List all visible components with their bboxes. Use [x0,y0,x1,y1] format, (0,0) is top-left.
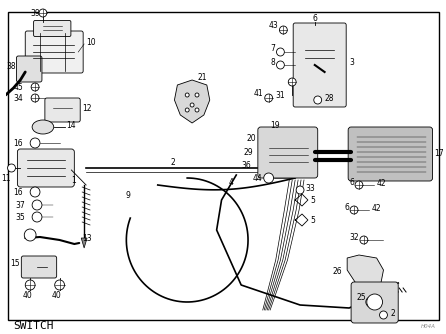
Circle shape [185,93,189,97]
Text: 5: 5 [310,195,315,204]
Text: 31: 31 [276,91,285,100]
Circle shape [355,181,363,189]
Circle shape [195,93,199,97]
Text: 41: 41 [253,89,263,98]
FancyBboxPatch shape [258,127,318,178]
FancyBboxPatch shape [17,149,74,187]
Text: 45: 45 [13,82,23,92]
Text: H04A: H04A [421,324,435,329]
Text: 9: 9 [126,190,131,199]
Text: 11: 11 [1,173,11,182]
FancyBboxPatch shape [17,56,42,82]
Text: 39: 39 [30,8,40,17]
Text: 35: 35 [16,212,25,221]
Text: 40: 40 [52,291,62,300]
Circle shape [31,94,39,102]
Text: 29: 29 [244,148,253,157]
Text: 42: 42 [376,178,386,187]
Circle shape [264,173,273,183]
Circle shape [55,280,65,290]
Circle shape [366,297,376,307]
Text: 43: 43 [269,20,278,29]
Circle shape [8,164,16,172]
Text: 6: 6 [312,13,317,22]
Text: 2: 2 [390,309,395,318]
Text: 38: 38 [7,61,17,70]
Text: 40: 40 [22,291,32,300]
Text: 25: 25 [356,294,366,303]
Circle shape [296,186,304,194]
Text: 36: 36 [241,161,251,169]
FancyBboxPatch shape [45,98,80,122]
FancyBboxPatch shape [348,127,433,181]
Text: 12: 12 [82,104,92,113]
Text: 19: 19 [271,121,280,130]
Text: 3: 3 [349,57,354,66]
Text: 20: 20 [246,134,256,143]
Circle shape [380,311,388,319]
Text: 42: 42 [372,203,381,212]
Text: 10: 10 [86,37,96,46]
Circle shape [24,229,36,241]
Circle shape [277,48,285,56]
Circle shape [360,236,368,244]
Circle shape [314,96,322,104]
Circle shape [32,212,42,222]
Text: 17: 17 [434,149,444,158]
Text: 5: 5 [310,215,315,224]
Text: 8: 8 [271,57,276,66]
Text: 7: 7 [271,43,276,52]
Circle shape [367,294,383,310]
FancyBboxPatch shape [293,23,346,107]
Ellipse shape [32,120,54,134]
Circle shape [30,138,40,148]
Text: 13: 13 [82,233,92,242]
FancyBboxPatch shape [33,20,71,36]
Text: 16: 16 [14,187,23,196]
Text: SWITCH: SWITCH [13,321,54,331]
Polygon shape [81,238,87,248]
FancyBboxPatch shape [25,31,83,73]
Text: 15: 15 [10,260,19,269]
Text: 28: 28 [325,94,334,103]
Circle shape [25,280,35,290]
Text: 44: 44 [253,173,263,182]
Text: 33: 33 [305,183,315,192]
Text: 16: 16 [14,139,23,148]
Circle shape [277,61,285,69]
Text: 6: 6 [344,202,349,211]
FancyBboxPatch shape [21,256,57,278]
Text: 1: 1 [71,175,76,184]
Text: 21: 21 [197,72,206,81]
Text: 32: 32 [349,232,359,241]
Text: 37: 37 [16,200,25,209]
FancyBboxPatch shape [351,282,398,323]
Circle shape [31,83,39,91]
Text: 14: 14 [66,121,76,130]
Text: 26: 26 [333,268,342,277]
Text: 34: 34 [13,94,23,103]
Text: 2: 2 [170,158,175,167]
Circle shape [185,108,189,112]
Circle shape [195,108,199,112]
Circle shape [280,26,287,34]
Circle shape [350,206,358,214]
Circle shape [30,187,40,197]
Polygon shape [174,80,210,123]
Circle shape [39,9,47,17]
Circle shape [265,94,273,102]
Circle shape [32,200,42,210]
Circle shape [190,103,194,107]
Text: 6: 6 [349,177,354,186]
Polygon shape [347,255,384,290]
Text: 4: 4 [229,177,234,186]
Circle shape [288,78,296,86]
